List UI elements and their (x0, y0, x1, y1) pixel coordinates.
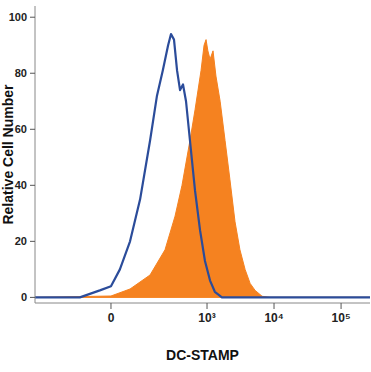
x-axis-title: DC-STAMP (166, 347, 239, 363)
y-tick-label: 0 (21, 291, 27, 303)
y-tick (30, 73, 35, 74)
y-tick-label: 20 (15, 235, 27, 247)
y-axis (35, 6, 36, 303)
x-tick (207, 303, 208, 309)
x-axis (35, 303, 370, 304)
y-tick (30, 185, 35, 186)
y-tick (30, 129, 35, 130)
y-tick-label: 100 (9, 11, 27, 23)
x-tick-label: 10³ (198, 311, 215, 325)
x-tick-label: 0 (108, 311, 115, 325)
y-tick (30, 17, 35, 18)
y-tick-label: 80 (15, 67, 27, 79)
x-tick (274, 303, 275, 309)
histogram-area (35, 40, 370, 298)
plot-area (35, 34, 370, 297)
x-tick (110, 303, 111, 309)
x-tick-label: 10⁴ (264, 311, 283, 325)
x-tick (341, 303, 342, 309)
y-tick (30, 297, 35, 298)
chart: 0 20 40 60 80 100 0 10³ 10⁴ 10⁵ DC-STAMP Relative C… (0, 0, 371, 372)
x-tick-label: 10⁵ (332, 311, 351, 325)
histogram-line (35, 34, 370, 297)
y-axis-title: Relative Cell Number (0, 84, 16, 225)
y-tick (30, 241, 35, 242)
y-tick-label: 40 (15, 179, 27, 191)
y-tick-label: 60 (15, 123, 27, 135)
